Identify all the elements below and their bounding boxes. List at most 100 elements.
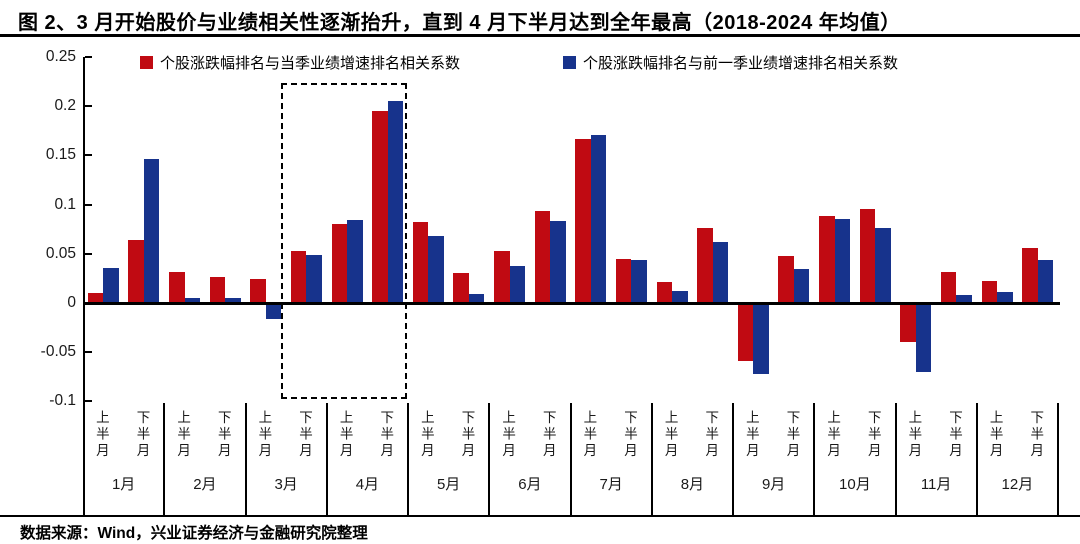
month-label: 5月 <box>436 476 461 493</box>
bar-current-quarter <box>290 250 307 303</box>
half-month-label: 上半月 <box>906 410 922 460</box>
bar-current-quarter <box>859 208 876 303</box>
half-month-label: 上半月 <box>581 410 597 460</box>
bar-prev-quarter <box>387 101 404 303</box>
y-tick-label: 0.2 <box>54 97 76 115</box>
bar-current-quarter <box>87 293 104 303</box>
month-separator <box>813 403 816 516</box>
y-axis-tick <box>85 351 92 354</box>
bar-current-quarter <box>494 250 510 303</box>
y-tick-label: 0.25 <box>45 48 76 65</box>
bar-current-quarter <box>453 273 469 303</box>
bar-current-quarter <box>575 138 591 303</box>
half-month-label: 上半月 <box>337 410 353 460</box>
month-separator <box>1057 403 1059 516</box>
month-label: 9月 <box>761 476 786 493</box>
bar-current-quarter <box>534 210 551 303</box>
bar-current-quarter <box>1022 247 1038 303</box>
half-month-label: 下半月 <box>459 410 475 460</box>
bar-prev-quarter <box>793 268 810 303</box>
bar-current-quarter <box>981 281 998 303</box>
month-separator <box>163 403 166 516</box>
bar-current-quarter <box>900 305 916 343</box>
month-separator <box>488 403 491 516</box>
half-month-label: 下半月 <box>1028 410 1044 460</box>
bar-prev-quarter <box>672 291 688 303</box>
half-month-label: 上半月 <box>662 410 678 460</box>
legend-item-prev-quarter: 个股涨跌幅排名与前一季业绩增速排名相关系数 <box>563 52 898 73</box>
month-label: 1月 <box>111 476 136 493</box>
legend-label-prev-quarter: 个股涨跌幅排名与前一季业绩增速排名相关系数 <box>583 55 899 72</box>
month-label: 4月 <box>355 476 380 493</box>
bar-prev-quarter <box>550 221 566 303</box>
half-month-label: 下半月 <box>946 410 962 460</box>
month-label: 6月 <box>518 476 542 493</box>
bar-prev-quarter <box>956 295 972 303</box>
y-tick-label: 0.15 <box>45 146 76 164</box>
bar-prev-quarter <box>184 298 201 303</box>
title-underline <box>0 34 1080 37</box>
y-tick-label: 0 <box>67 294 76 311</box>
legend-item-current-quarter: 个股涨跌幅排名与当季业绩增速排名相关系数 <box>140 52 460 73</box>
month-label: 3月 <box>274 476 298 493</box>
bar-current-quarter <box>250 279 266 303</box>
half-month-label: 下半月 <box>215 410 231 460</box>
bar-prev-quarter <box>590 134 607 303</box>
half-month-label: 上半月 <box>500 410 516 460</box>
bar-prev-quarter <box>875 228 891 303</box>
half-month-label: 下半月 <box>784 410 800 460</box>
month-label: 8月 <box>680 476 705 493</box>
half-month-label: 下半月 <box>378 410 394 460</box>
month-label: 11月 <box>920 476 952 493</box>
half-month-label: 下半月 <box>540 410 556 460</box>
month-label: 10月 <box>839 476 871 493</box>
bar-prev-quarter <box>915 305 932 372</box>
y-tick-label: 0.05 <box>45 244 76 262</box>
y-tick-label: 0.1 <box>54 195 76 213</box>
half-month-label: 上半月 <box>256 410 272 460</box>
bar-current-quarter <box>819 216 835 303</box>
half-month-label: 下半月 <box>621 410 637 460</box>
y-axis-tick <box>85 252 92 255</box>
month-separator <box>975 403 978 516</box>
half-month-label: 上半月 <box>825 410 841 460</box>
bar-prev-quarter <box>509 265 526 303</box>
y-tick-label: -0.1 <box>49 392 76 410</box>
bottom-rule <box>0 515 1080 517</box>
data-source: 数据来源：Wind，兴业证券经济与金融研究院整理 <box>20 525 368 542</box>
month-separator <box>650 403 653 516</box>
legend-swatch-red-icon <box>140 56 153 69</box>
bar-current-quarter <box>169 271 185 303</box>
bar-prev-quarter <box>997 292 1013 303</box>
y-axis-tick <box>85 400 92 403</box>
bar-prev-quarter <box>631 259 647 303</box>
month-label: 2月 <box>193 476 217 493</box>
bar-current-quarter <box>331 224 348 303</box>
half-month-label: 上半月 <box>418 410 434 460</box>
bar-current-quarter <box>372 111 388 303</box>
month-separator <box>569 403 572 516</box>
bar-prev-quarter <box>265 305 282 319</box>
bar-prev-quarter <box>428 236 444 303</box>
y-axis-line <box>83 57 85 516</box>
half-month-label: 下半月 <box>703 410 719 460</box>
half-month-label: 上半月 <box>743 410 759 460</box>
month-label: 7月 <box>599 476 623 493</box>
bar-prev-quarter <box>834 219 851 303</box>
bar-current-quarter <box>778 255 794 303</box>
legend-label-current-quarter: 个股涨跌幅排名与当季业绩增速排名相关系数 <box>160 55 461 72</box>
figure-title: 图 2、3 月开始股价与业绩相关性逐渐抬升，直到 4 月下半月达到全年最高（20… <box>18 12 901 34</box>
half-month-label: 上半月 <box>175 410 191 460</box>
x-axis-line <box>83 302 1060 305</box>
bar-current-quarter <box>209 277 226 303</box>
month-separator <box>894 403 897 516</box>
half-month-label: 下半月 <box>296 410 312 460</box>
bar-prev-quarter <box>225 298 241 303</box>
bar-prev-quarter <box>347 220 363 303</box>
legend-swatch-blue-icon <box>563 56 576 69</box>
highlight-box <box>281 83 407 399</box>
month-separator <box>244 403 247 516</box>
bar-current-quarter <box>656 282 673 303</box>
